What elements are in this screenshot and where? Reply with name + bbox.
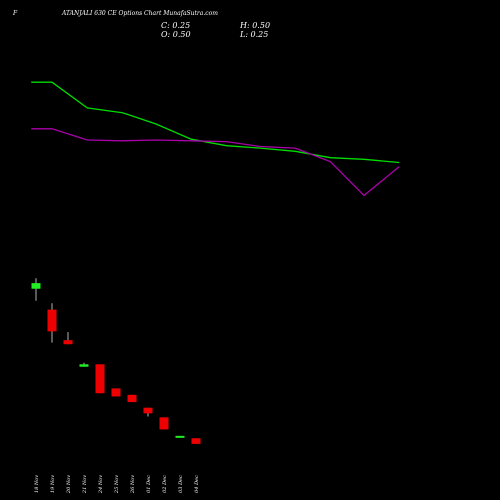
x-tick-label: 20 Nov	[66, 475, 72, 494]
x-tick-label: 26 Nov	[130, 475, 136, 494]
close-value: C: 0.25	[161, 21, 191, 30]
x-tick-label: 21 Nov	[82, 475, 88, 494]
x-tick-label: 03 Dec	[178, 475, 184, 493]
x-tick-label: 18 Nov	[34, 475, 40, 493]
candle-body	[95, 364, 105, 394]
chart-title: ATANJALI 630 CE Options Chart MunafaSutr…	[62, 10, 218, 17]
moving-average-slow-line	[31, 128, 400, 197]
x-tick-label: 24 Nov	[98, 475, 104, 494]
high-value: H: 0.50	[240, 21, 271, 30]
x-tick-label: 02 Dec	[162, 475, 168, 493]
x-tick-label: 19 Nov	[50, 475, 56, 493]
candle-body	[143, 407, 153, 414]
candle-body	[175, 435, 185, 438]
candle-body	[159, 417, 169, 430]
candle-body	[79, 364, 89, 367]
moving-average-fast-line	[31, 81, 400, 164]
x-tick-label: 01 Dec	[146, 475, 152, 493]
x-tick-label: 25 Nov	[114, 475, 120, 494]
candle-body	[191, 438, 201, 444]
low-value: L: 0.25	[240, 30, 269, 39]
candle-body	[63, 340, 73, 345]
x-tick-label: 04 Dec	[194, 475, 200, 493]
candle-body	[127, 394, 137, 403]
candle-body	[111, 388, 121, 397]
chart-prefix: F	[13, 10, 18, 17]
open-value: O: 0.50	[161, 30, 191, 39]
candle-body	[47, 309, 57, 332]
candle-body	[31, 283, 41, 289]
